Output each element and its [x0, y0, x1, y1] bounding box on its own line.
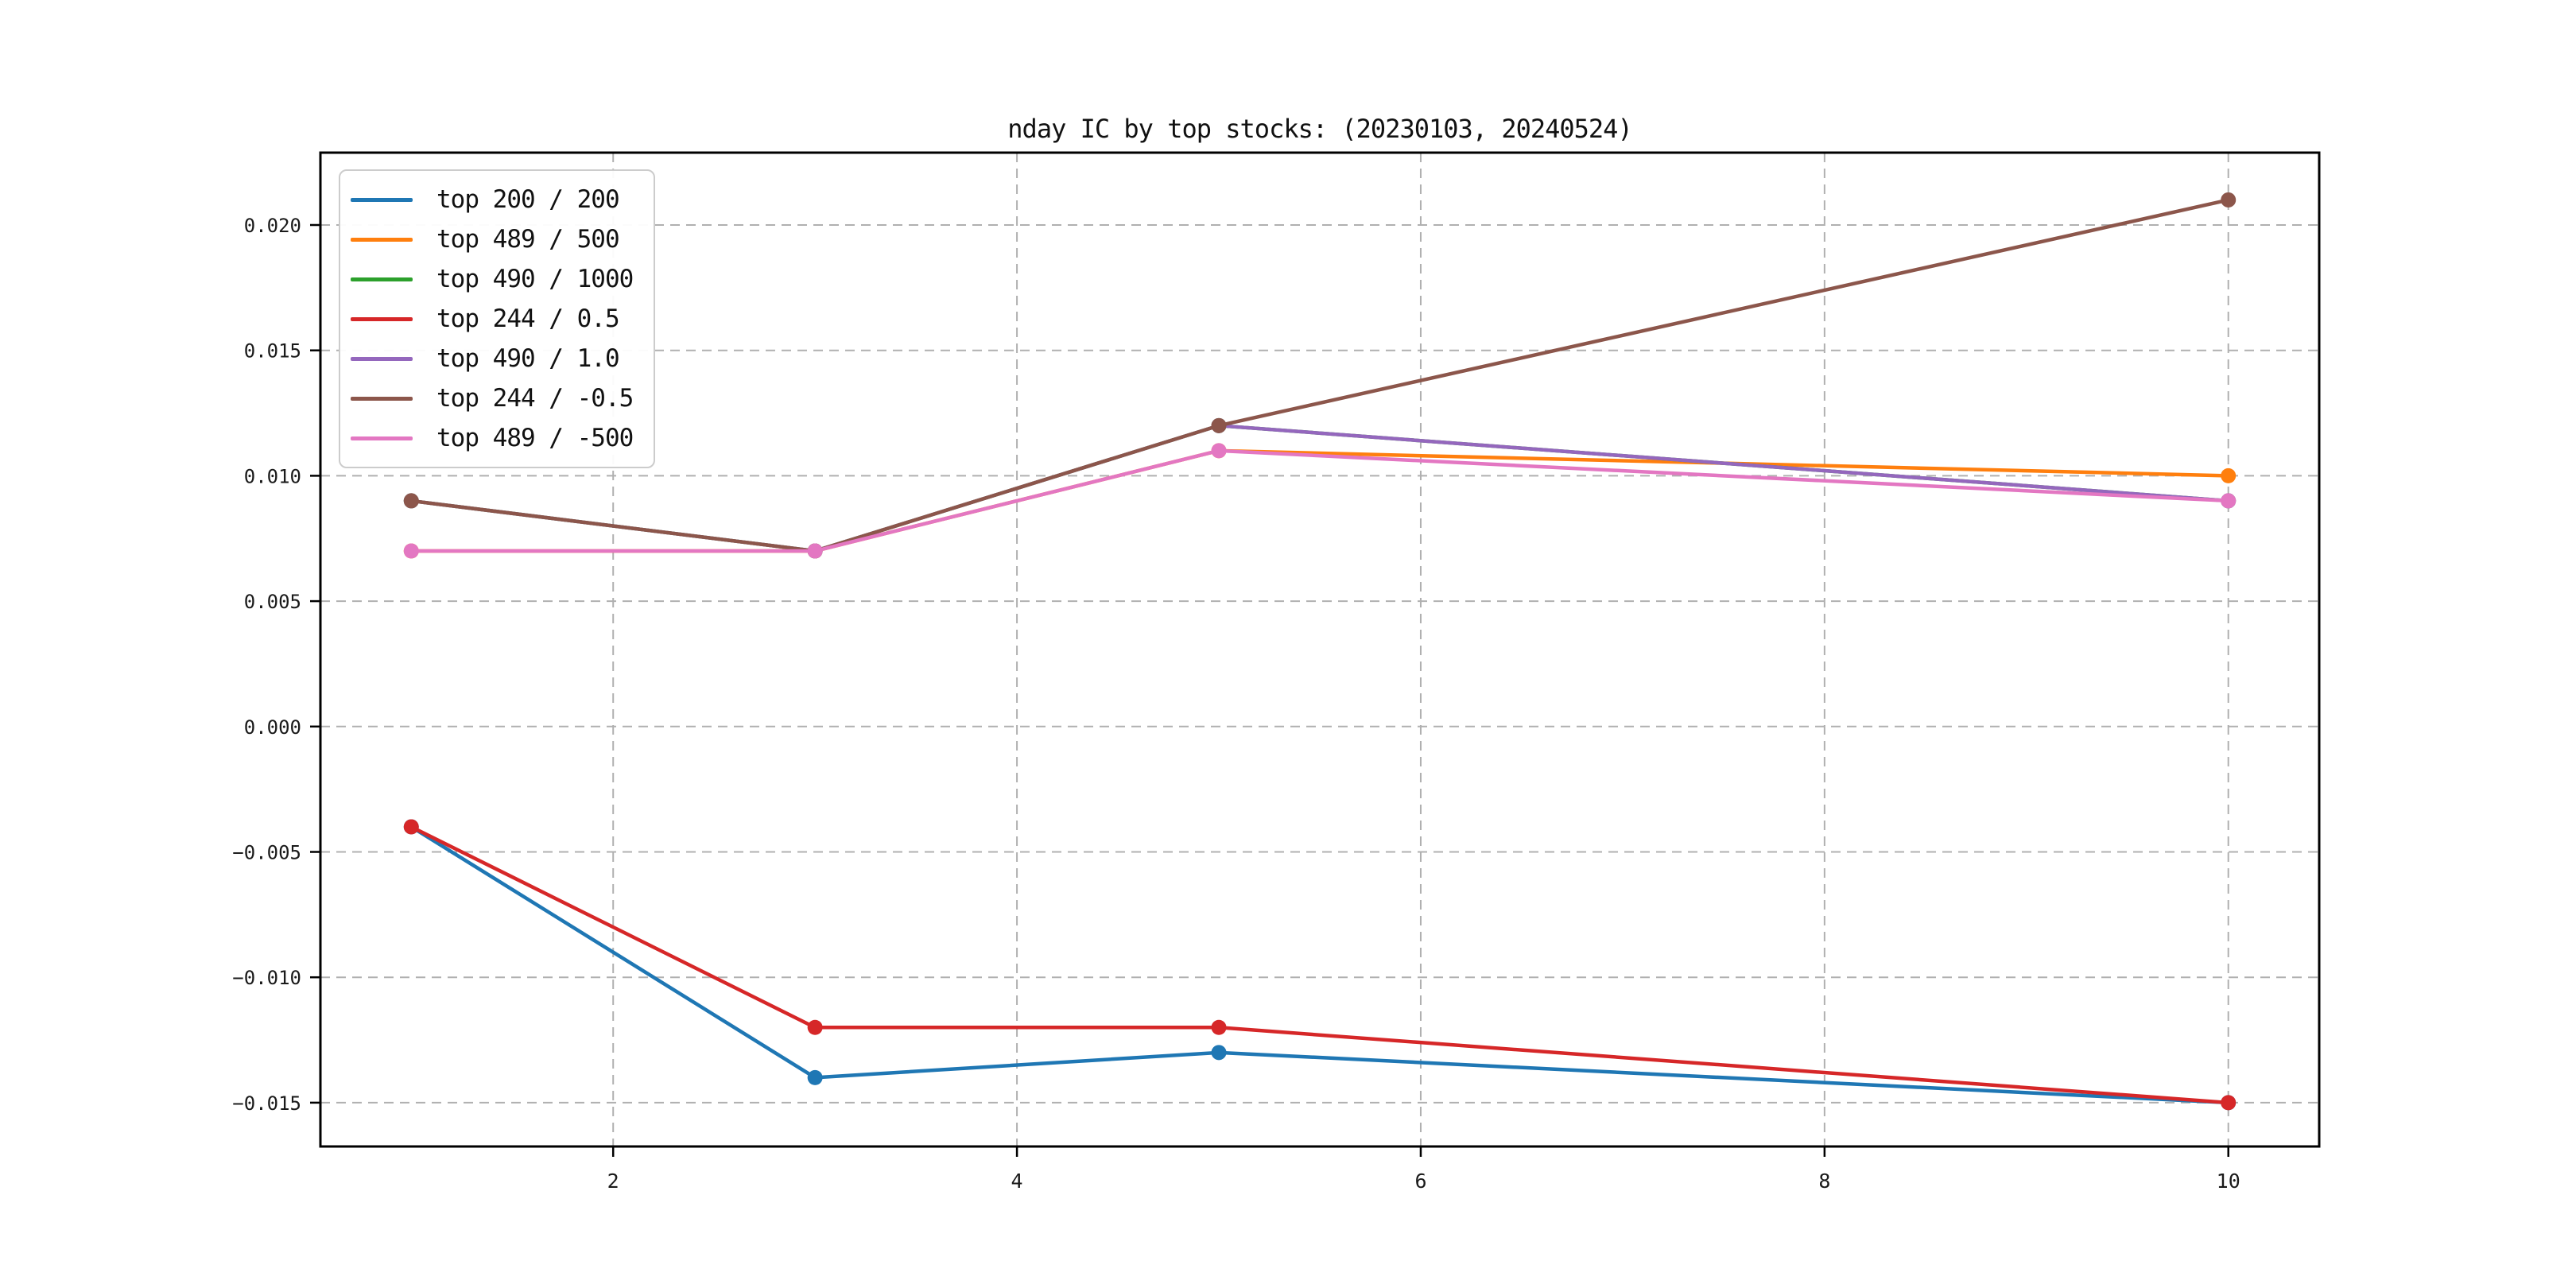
- legend-line-sample: [351, 436, 413, 440]
- legend-item: top 244 / -0.5: [351, 378, 642, 418]
- data-point-marker: [1211, 443, 1227, 459]
- x-tick-label: 10: [2217, 1170, 2240, 1193]
- chart-title: nday IC by top stocks: (20230103, 202405…: [1007, 114, 1632, 144]
- data-point-marker: [1211, 1045, 1227, 1061]
- legend-line-sample: [351, 316, 413, 321]
- series-line: [409, 448, 2230, 553]
- legend-line-sample: [351, 237, 413, 242]
- legend-item: top 489 / -500: [351, 418, 642, 458]
- legend-label: top 244 / -0.5: [436, 384, 634, 413]
- x-tick-label: 6: [1414, 1170, 1426, 1193]
- data-point-marker: [2221, 467, 2237, 483]
- legend-item: top 490 / 1000: [351, 259, 642, 299]
- x-tick-label: 8: [1818, 1170, 1830, 1193]
- data-point-marker: [2221, 1095, 2237, 1111]
- data-point-marker: [1211, 417, 1227, 433]
- legend: top 200 / 200 top 489 / 500 top 490 / 1000…: [339, 169, 655, 468]
- legend-label: top 490 / 1.0: [436, 344, 620, 373]
- legend-label: top 244 / 0.5: [436, 305, 620, 333]
- legend-item: top 200 / 200: [351, 180, 642, 219]
- data-point-marker: [807, 543, 823, 559]
- y-tick-label: 0.015: [244, 340, 301, 363]
- series-line: [409, 198, 2230, 553]
- x-tick-label: 2: [607, 1170, 619, 1193]
- legend-line-sample: [351, 197, 413, 202]
- series-line: [409, 824, 2230, 1105]
- legend-line-sample: [351, 277, 413, 281]
- legend-item: top 489 / 500: [351, 219, 642, 259]
- y-tick-label: 0.020: [244, 215, 301, 237]
- legend-line-sample: [351, 356, 413, 361]
- y-tick-label: 0.010: [244, 465, 301, 487]
- axes-spine: [319, 151, 2321, 1148]
- y-tick-label: 0.005: [244, 591, 301, 613]
- x-tick-label: 4: [1011, 1170, 1023, 1193]
- legend-line-sample: [351, 396, 413, 401]
- data-point-marker: [403, 493, 419, 509]
- y-tick-label: 0.000: [244, 716, 301, 739]
- data-point-marker: [807, 1069, 823, 1085]
- legend-label: top 489 / 500: [436, 225, 620, 254]
- data-point-marker: [2221, 192, 2237, 208]
- y-tick-label: −0.005: [232, 841, 301, 863]
- data-point-marker: [403, 543, 419, 559]
- legend-label: top 200 / 200: [436, 185, 620, 214]
- legend-label: top 489 / -500: [436, 424, 634, 452]
- legend-item: top 490 / 1.0: [351, 339, 642, 378]
- data-point-marker: [1211, 1019, 1227, 1035]
- data-point-marker: [2221, 493, 2237, 509]
- data-point-marker: [807, 1019, 823, 1035]
- data-point-marker: [403, 819, 419, 835]
- series-line: [409, 824, 2230, 1105]
- y-tick-label: −0.015: [232, 1092, 301, 1115]
- legend-label: top 490 / 1000: [436, 265, 634, 293]
- y-tick-label: −0.010: [232, 967, 301, 989]
- legend-item: top 244 / 0.5: [351, 299, 642, 339]
